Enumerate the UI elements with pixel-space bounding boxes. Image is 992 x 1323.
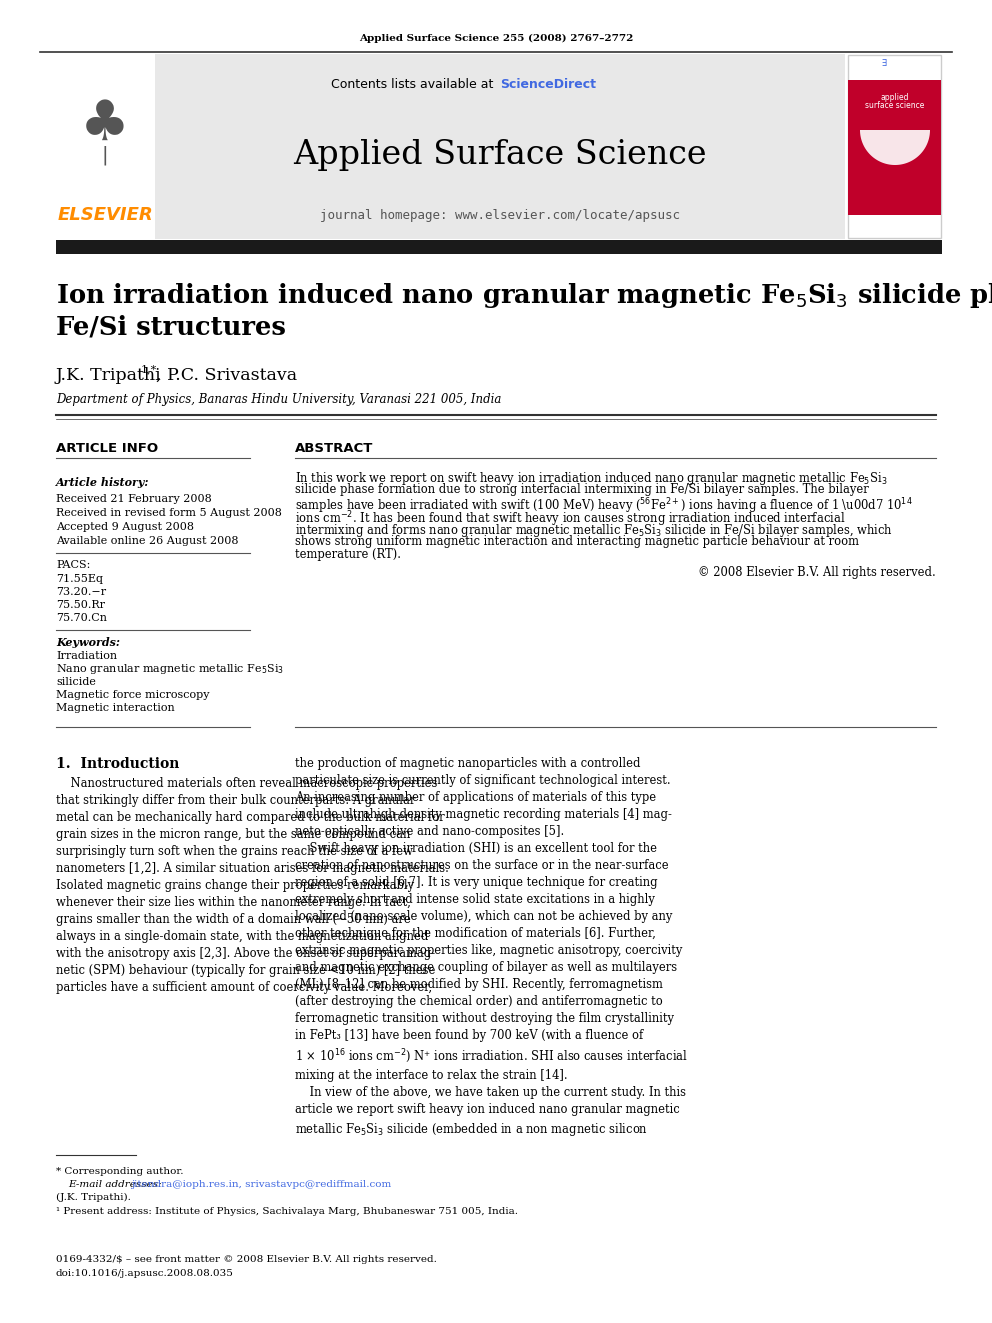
Bar bbox=[56, 54, 154, 209]
Text: Available online 26 August 2008: Available online 26 August 2008 bbox=[56, 536, 238, 546]
Text: Magnetic interaction: Magnetic interaction bbox=[56, 703, 175, 713]
Text: jitendra@ioph.res.in, srivastavpc@rediffmail.com: jitendra@ioph.res.in, srivastavpc@rediff… bbox=[131, 1180, 391, 1189]
Text: 73.20.−r: 73.20.−r bbox=[56, 587, 106, 597]
Text: ions cm$^{-2}$. It has been found that swift heavy ion causes strong irradiation: ions cm$^{-2}$. It has been found that s… bbox=[295, 509, 845, 529]
Text: ELSEVIER: ELSEVIER bbox=[58, 206, 153, 224]
Text: 71.55Eq: 71.55Eq bbox=[56, 574, 103, 583]
Text: Department of Physics, Banaras Hindu University, Varanasi 221 005, India: Department of Physics, Banaras Hindu Uni… bbox=[56, 393, 501, 406]
Text: E-mail addresses:: E-mail addresses: bbox=[68, 1180, 165, 1189]
Text: * Corresponding author.: * Corresponding author. bbox=[56, 1167, 184, 1176]
Text: silicide: silicide bbox=[56, 677, 96, 687]
Text: In this work we report on swift heavy ion irradiation induced nano granular magn: In this work we report on swift heavy io… bbox=[295, 470, 888, 487]
Text: surface science: surface science bbox=[865, 102, 925, 111]
Text: Irradiation: Irradiation bbox=[56, 651, 117, 662]
Text: Accepted 9 August 2008: Accepted 9 August 2008 bbox=[56, 523, 194, 532]
Text: 0169-4332/$ – see front matter © 2008 Elsevier B.V. All rights reserved.: 0169-4332/$ – see front matter © 2008 El… bbox=[56, 1256, 436, 1263]
Text: © 2008 Elsevier B.V. All rights reserved.: © 2008 Elsevier B.V. All rights reserved… bbox=[698, 566, 936, 579]
Bar bbox=[848, 175, 941, 216]
Text: ABSTRACT: ABSTRACT bbox=[295, 442, 373, 455]
Text: ARTICLE INFO: ARTICLE INFO bbox=[56, 442, 158, 455]
Text: Applied Surface Science: Applied Surface Science bbox=[294, 139, 707, 171]
Text: ♣: ♣ bbox=[80, 98, 130, 152]
Text: journal homepage: www.elsevier.com/locate/apsusc: journal homepage: www.elsevier.com/locat… bbox=[320, 209, 680, 221]
Text: PACS:: PACS: bbox=[56, 560, 90, 570]
Text: samples have been irradiated with swift (100 MeV) heavy ($^{56}$Fe$^{2+}$) ions : samples have been irradiated with swift … bbox=[295, 496, 913, 516]
Text: the production of magnetic nanoparticles with a controlled
particulate size is c: the production of magnetic nanoparticles… bbox=[295, 757, 687, 1138]
Text: (J.K. Tripathi).: (J.K. Tripathi). bbox=[56, 1193, 131, 1203]
Bar bbox=[155, 54, 845, 239]
Text: ∃: ∃ bbox=[881, 60, 887, 69]
Bar bbox=[848, 79, 941, 180]
Text: Received 21 February 2008: Received 21 February 2008 bbox=[56, 493, 211, 504]
Text: 1,*: 1,* bbox=[141, 364, 158, 374]
Text: intermixing and forms nano granular magnetic metallic Fe$_5$Si$_3$ silicide in F: intermixing and forms nano granular magn… bbox=[295, 523, 893, 538]
Text: Received in revised form 5 August 2008: Received in revised form 5 August 2008 bbox=[56, 508, 282, 519]
Text: ¹ Present address: Institute of Physics, Sachivalaya Marg, Bhubaneswar 751 005, : ¹ Present address: Institute of Physics,… bbox=[56, 1207, 518, 1216]
Text: Article history:: Article history: bbox=[56, 478, 150, 488]
Bar bbox=[56, 239, 942, 254]
Text: doi:10.1016/j.apsusc.2008.08.035: doi:10.1016/j.apsusc.2008.08.035 bbox=[56, 1269, 234, 1278]
Text: Applied Surface Science 255 (2008) 2767–2772: Applied Surface Science 255 (2008) 2767–… bbox=[359, 33, 633, 42]
Text: applied: applied bbox=[881, 93, 910, 102]
Text: J.K. Tripathi: J.K. Tripathi bbox=[56, 366, 162, 384]
Text: Nanostructured materials often reveal macroscopic properties
that strikingly dif: Nanostructured materials often reveal ma… bbox=[56, 777, 448, 994]
Text: Ion irradiation induced nano granular magnetic Fe$_5$Si$_3$ silicide phase forma: Ion irradiation induced nano granular ma… bbox=[56, 280, 992, 310]
Text: silicide phase formation due to strong interfacial intermixing in Fe/Si bilayer : silicide phase formation due to strong i… bbox=[295, 483, 869, 496]
Bar bbox=[848, 56, 941, 238]
Text: |: | bbox=[102, 146, 108, 165]
Text: Fe/Si structures: Fe/Si structures bbox=[56, 315, 286, 340]
Text: , P.C. Srivastava: , P.C. Srivastava bbox=[156, 366, 298, 384]
Text: Contents lists available at: Contents lists available at bbox=[330, 78, 497, 91]
Text: 1.  Introduction: 1. Introduction bbox=[56, 757, 180, 771]
Text: ScienceDirect: ScienceDirect bbox=[500, 78, 596, 91]
Text: Nano granular magnetic metallic Fe$_5$Si$_3$: Nano granular magnetic metallic Fe$_5$Si… bbox=[56, 662, 284, 676]
Text: 75.70.Cn: 75.70.Cn bbox=[56, 613, 107, 623]
Text: 75.50.Rr: 75.50.Rr bbox=[56, 601, 105, 610]
Text: shows strong uniform magnetic interaction and interacting magnetic particle beha: shows strong uniform magnetic interactio… bbox=[295, 534, 859, 548]
Text: temperature (RT).: temperature (RT). bbox=[295, 548, 401, 561]
Text: Magnetic force microscopy: Magnetic force microscopy bbox=[56, 691, 209, 700]
Text: Keywords:: Keywords: bbox=[56, 636, 120, 647]
